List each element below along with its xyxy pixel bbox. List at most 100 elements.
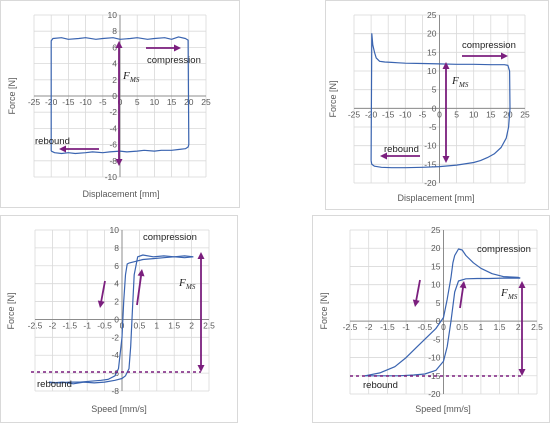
y-axis-title: Force [N] (328, 80, 338, 117)
x-tick-label: 0.5 (133, 320, 145, 330)
y-axis-title: Force [N] (6, 292, 16, 329)
y-tick-label: 20 (427, 29, 437, 39)
y-tick-label: 6 (114, 261, 119, 271)
y-axis-title: Force [N] (319, 292, 329, 329)
compression-label: compression (143, 232, 197, 243)
rebound-arrow-head (59, 145, 66, 153)
chart-bottom-right: -2.5 -2 -1.5 -1 -0.5 0 0.5 1 1.5 2 2.5-20-15-10-50… (319, 225, 543, 414)
rebound-label: rebound (363, 380, 398, 391)
x-axis-title: Speed [mm/s] (91, 404, 147, 414)
y-tick-label: 6 (112, 42, 117, 52)
y-tick-label: 0 (436, 316, 441, 326)
x-tick-label: 1 (479, 322, 484, 332)
compression-direction-arrow (136, 274, 143, 306)
y-tick-label: -8 (109, 156, 117, 166)
x-tick-label: -10 (79, 97, 92, 107)
x-tick-label: -2 (365, 322, 373, 332)
y-tick-label: 10 (108, 10, 118, 20)
rebound-label: rebound (37, 379, 72, 390)
x-tick-label: -15 (382, 109, 395, 119)
x-tick-label: 1 (154, 320, 159, 330)
x-tick-label: 10 (150, 97, 160, 107)
rebound-direction-arrow-head (412, 299, 420, 307)
y-tick-label: 4 (112, 59, 117, 69)
y-tick-label: 0 (432, 103, 437, 113)
compression-arrow-head (501, 52, 508, 60)
fms-double-arrow-head (197, 252, 205, 259)
fms-subscript: MS (129, 76, 140, 84)
y-tick-label: 25 (427, 10, 437, 20)
x-tick-label: 20 (503, 109, 513, 119)
y-tick-label: -6 (109, 140, 117, 150)
rebound-direction-arrow (415, 279, 421, 302)
x-tick-label: 1.5 (168, 320, 180, 330)
y-tick-label: 20 (431, 243, 441, 253)
fms-label: F (500, 287, 508, 299)
x-tick-label: -1.5 (62, 320, 77, 330)
y-tick-label: 25 (431, 225, 441, 235)
fms-subscript: MS (185, 283, 196, 291)
y-tick-label: 4 (114, 279, 119, 289)
x-tick-label: -0.5 (417, 322, 432, 332)
y-tick-label: -4 (111, 350, 119, 360)
compression-direction-arrow (459, 286, 465, 309)
fms-label: F (122, 70, 130, 82)
x-tick-label: 5 (135, 97, 140, 107)
y-tick-label: -10 (424, 141, 437, 151)
x-tick-label: 15 (486, 109, 496, 119)
y-tick-label: -2 (111, 332, 119, 342)
chart-panel-bottom-right: -2.5 -2 -1.5 -1 -0.5 0 0.5 1 1.5 2 2.5 -20 -15 -10 -5 0… (312, 215, 550, 423)
y-tick-label: -10 (428, 353, 441, 363)
x-tick-label: 15 (167, 97, 177, 107)
y-tick-label: -5 (433, 334, 441, 344)
compression-label: compression (477, 244, 531, 255)
x-tick-label: 0 (118, 97, 123, 107)
y-tick-label: 5 (436, 298, 441, 308)
y-tick-label: 10 (427, 66, 437, 76)
x-tick-label: -2 (49, 320, 57, 330)
fms-double-arrow-head (115, 41, 123, 48)
chart-top-right: -25 -20 -15 -10 -5 0 5 10 15 20 25-20-15-10-505101… (328, 10, 530, 203)
x-tick-label: 25 (520, 109, 530, 119)
rebound-label: rebound (35, 136, 70, 147)
x-tick-label: 0.5 (456, 322, 468, 332)
x-axis-title: Displacement [mm] (397, 193, 474, 203)
fms-label: F (451, 75, 459, 87)
rebound-label: rebound (384, 144, 419, 155)
y-tick-label: -6 (111, 368, 119, 378)
x-tick-label: -1.5 (380, 322, 395, 332)
x-tick-label: -10 (399, 109, 412, 119)
x-tick-label: -5 (419, 109, 427, 119)
y-tick-label: 8 (114, 243, 119, 253)
x-tick-label: -2.5 (343, 322, 358, 332)
x-tick-label: -25 (28, 97, 41, 107)
x-tick-label: 0 (437, 109, 442, 119)
fms-subscript: MS (507, 293, 518, 301)
x-tick-label: 2 (189, 320, 194, 330)
x-tick-label: 0 (441, 322, 446, 332)
y-tick-label: 0 (112, 91, 117, 101)
rebound-direction-arrow-head (97, 300, 105, 308)
x-tick-label: -25 (348, 109, 361, 119)
chart-panel-bottom-left: -2.5 -2 -1.5 -1 -0.5 0 0.5 1 1.5 2 2.5 -8 -6 -4 -2 0 2 4 6… (0, 215, 238, 423)
y-tick-label: -15 (424, 159, 437, 169)
force-curve-series-1 (48, 254, 194, 385)
chart-top-left: -25 -20 -15 -10 -5 0 5 10 15 20 25-10-8-6-4-202468… (7, 10, 211, 199)
y-tick-label: 2 (114, 297, 119, 307)
x-tick-label: 2 (516, 322, 521, 332)
y-tick-label: -20 (428, 389, 441, 399)
chart-bottom-left: -2.5 -2 -1.5 -1 -0.5 0 0.5 1 1.5 2 2.5-8-6-4-20246… (6, 225, 215, 414)
fms-double-arrow-tail-head (442, 156, 450, 163)
x-tick-label: -1 (83, 320, 91, 330)
y-tick-label: -4 (109, 123, 117, 133)
x-tick-label: 25 (201, 97, 211, 107)
chart-panel-top-right: -25 -20 -15 -10 -5 0 5 10 15 20 25 -20 -15 -10 -5 0 5 10 1… (325, 0, 549, 210)
y-tick-label: -8 (111, 386, 119, 396)
fms-double-arrow-tail-head (518, 369, 526, 376)
fms-double-arrow-tail-head (115, 159, 123, 166)
force-curve-series-0 (364, 248, 521, 377)
rebound-direction-arrow (100, 280, 106, 303)
y-tick-label: -20 (424, 178, 437, 188)
y-tick-label: 10 (110, 225, 120, 235)
y-axis-title: Force [N] (7, 77, 17, 114)
